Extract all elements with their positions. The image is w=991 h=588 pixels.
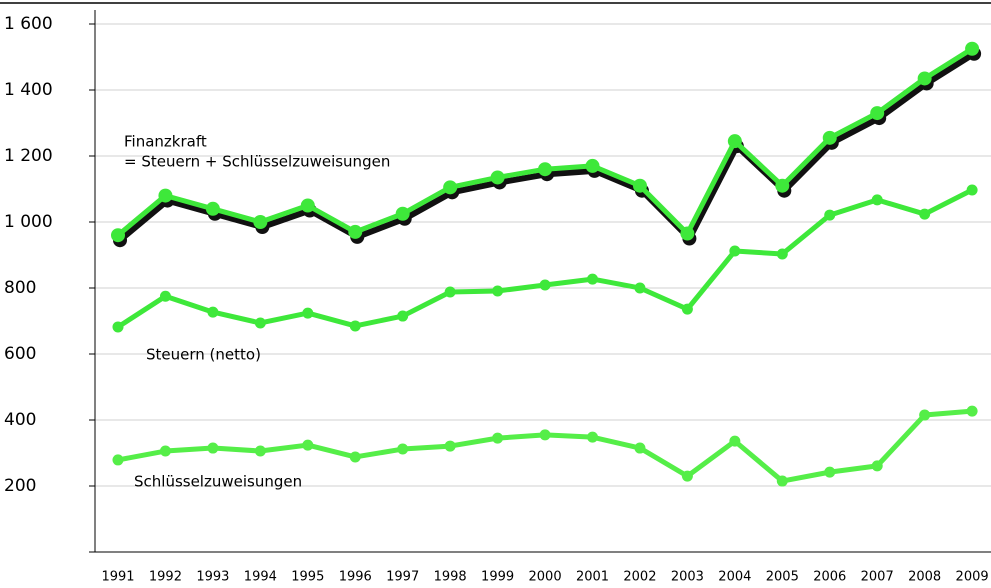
x-tick-label: 1992 bbox=[149, 570, 182, 585]
x-tick-label: 2005 bbox=[766, 570, 799, 585]
y-tick-label: 1 000 bbox=[4, 212, 53, 232]
marker bbox=[775, 178, 790, 193]
marker bbox=[490, 170, 505, 185]
marker bbox=[444, 286, 456, 298]
marker bbox=[300, 198, 315, 213]
marker bbox=[348, 224, 363, 239]
marker bbox=[587, 431, 598, 443]
x-tick-label: 1999 bbox=[481, 570, 514, 585]
y-tick-label: 600 bbox=[4, 344, 36, 364]
y-tick-label: 200 bbox=[4, 476, 36, 496]
marker bbox=[824, 466, 836, 478]
y-tick-label: 1 200 bbox=[4, 146, 53, 166]
x-tick-label: 1994 bbox=[244, 570, 277, 585]
marker bbox=[585, 158, 600, 173]
marker bbox=[254, 317, 266, 329]
marker bbox=[539, 279, 551, 291]
marker bbox=[207, 306, 219, 318]
x-tick-label: 2009 bbox=[956, 570, 989, 585]
marker bbox=[587, 273, 598, 285]
marker bbox=[207, 442, 219, 454]
x-tick-label: 2003 bbox=[671, 570, 704, 585]
marker bbox=[680, 226, 695, 241]
marker bbox=[111, 228, 125, 243]
marker bbox=[776, 475, 788, 487]
series-line bbox=[116, 187, 974, 330]
marker bbox=[727, 134, 742, 149]
marker bbox=[254, 445, 266, 457]
marker bbox=[253, 215, 268, 229]
marker bbox=[681, 470, 693, 482]
marker bbox=[965, 41, 980, 56]
x-tick-label: 2004 bbox=[718, 570, 751, 585]
x-tick-label: 1996 bbox=[339, 570, 372, 585]
marker bbox=[302, 307, 314, 319]
x-tick-label: 1997 bbox=[386, 570, 419, 585]
annotation: Finanzkraft bbox=[124, 133, 207, 151]
marker bbox=[634, 442, 646, 454]
x-tick-label: 1998 bbox=[434, 570, 467, 585]
marker bbox=[919, 208, 931, 220]
annotation: Steuern (netto) bbox=[146, 346, 261, 364]
marker bbox=[729, 245, 741, 257]
y-tick-label: 1 600 bbox=[4, 14, 53, 34]
marker bbox=[397, 310, 409, 322]
y-tick-label: 1 400 bbox=[4, 80, 53, 100]
marker bbox=[112, 321, 124, 333]
x-tick-label: 2002 bbox=[623, 570, 656, 585]
annotation: Schlüsselzuweisungen bbox=[134, 473, 302, 491]
marker bbox=[444, 440, 456, 452]
marker bbox=[729, 435, 741, 447]
marker bbox=[395, 206, 410, 221]
marker bbox=[870, 106, 885, 121]
marker bbox=[443, 180, 458, 195]
marker bbox=[871, 460, 883, 472]
series-line bbox=[117, 408, 973, 484]
x-tick-label: 1993 bbox=[196, 570, 229, 585]
marker bbox=[776, 248, 788, 260]
marker bbox=[349, 320, 361, 332]
x-tick-label: 2006 bbox=[813, 570, 846, 585]
marker bbox=[492, 432, 504, 444]
marker bbox=[871, 194, 883, 206]
marker bbox=[302, 439, 314, 451]
x-tick-label: 1995 bbox=[291, 570, 324, 585]
x-tick-label: 2000 bbox=[529, 570, 562, 585]
marker bbox=[634, 282, 646, 294]
marker bbox=[539, 429, 551, 441]
annotation: = Steuern + Schlüsselzuweisungen bbox=[124, 153, 390, 171]
marker bbox=[158, 188, 173, 203]
marker bbox=[205, 201, 220, 216]
marker bbox=[681, 303, 693, 315]
marker bbox=[966, 184, 978, 196]
marker bbox=[112, 454, 124, 466]
marker bbox=[917, 71, 932, 86]
marker bbox=[397, 443, 409, 455]
marker bbox=[349, 451, 361, 463]
marker bbox=[159, 290, 171, 302]
marker bbox=[538, 162, 553, 177]
y-tick-label: 400 bbox=[4, 410, 36, 430]
y-tick-label: 800 bbox=[4, 278, 36, 298]
x-tick-label: 2008 bbox=[908, 570, 941, 585]
marker bbox=[632, 178, 647, 193]
x-tick-label: 1991 bbox=[101, 570, 134, 585]
marker bbox=[966, 405, 978, 417]
marker bbox=[492, 285, 504, 297]
marker bbox=[822, 130, 837, 145]
marker bbox=[824, 209, 836, 221]
x-tick-label: 2007 bbox=[861, 570, 894, 585]
series-line bbox=[116, 46, 974, 238]
marker bbox=[919, 409, 931, 421]
marker bbox=[159, 445, 171, 457]
x-tick-label: 2001 bbox=[576, 570, 609, 585]
